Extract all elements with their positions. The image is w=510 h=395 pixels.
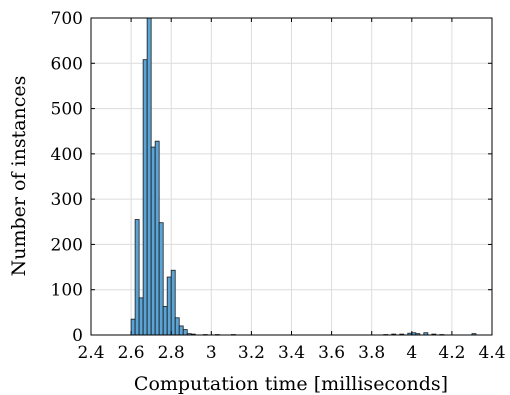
histogram-bar — [182, 329, 188, 336]
y-tick-labels: 0 100 200 300 400 500 600 700 — [51, 9, 83, 346]
x-axis-label: Computation time [milliseconds] — [134, 373, 448, 395]
x-tick-label: 4.2 — [438, 343, 465, 363]
histogram-bar — [154, 140, 160, 336]
x-tick-label: 3.2 — [238, 343, 265, 363]
histogram-bar — [130, 318, 136, 336]
histogram-bar — [134, 219, 140, 336]
y-tick-label: 0 — [72, 326, 83, 346]
x-tick-label: 3.8 — [358, 343, 385, 363]
x-tick-label: 2.6 — [118, 343, 145, 363]
histogram-bars — [130, 17, 477, 336]
x-tick-label: 4 — [406, 343, 417, 363]
histogram-bar — [178, 325, 184, 336]
axis-ticks — [90, 17, 493, 336]
x-tick-label: 3 — [206, 343, 217, 363]
x-tick-label: 3.4 — [278, 343, 305, 363]
histogram-bar — [174, 317, 180, 336]
x-tick-label: 2.4 — [77, 343, 104, 363]
y-tick-label: 200 — [51, 235, 83, 255]
y-tick-label: 600 — [51, 54, 83, 74]
y-tick-label: 700 — [51, 9, 83, 29]
histogram-bar — [162, 306, 168, 336]
histogram-bar — [142, 59, 148, 336]
histogram-bar — [158, 222, 164, 336]
histogram-bar — [138, 297, 144, 336]
y-tick-label: 500 — [51, 100, 83, 120]
histogram-bar — [146, 17, 152, 336]
x-tick-labels: 2.4 2.6 2.8 3 3.2 3.4 3.6 3.8 4 4.2 4.4 — [77, 343, 505, 363]
x-tick-label: 3.6 — [318, 343, 345, 363]
x-tick-label: 2.8 — [158, 343, 185, 363]
y-axis-label: Number of instances — [8, 76, 30, 277]
y-tick-label: 100 — [51, 281, 83, 301]
histogram-bar — [166, 276, 172, 336]
histogram-bar — [170, 269, 176, 336]
x-tick-label: 4.4 — [478, 343, 505, 363]
y-tick-label: 400 — [51, 145, 83, 165]
histogram-bar — [150, 146, 156, 336]
y-tick-label: 300 — [51, 190, 83, 210]
